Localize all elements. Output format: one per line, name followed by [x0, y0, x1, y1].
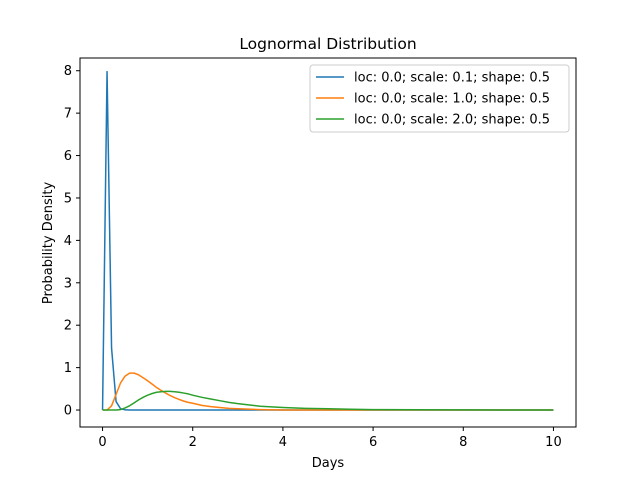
- plot-lines: [101, 70, 554, 411]
- y-tick-label: 6: [64, 149, 72, 164]
- y-tick-label: 3: [64, 276, 72, 291]
- y-axis-label: Probability Density: [41, 182, 56, 305]
- legend-label-3: loc: 0.0; scale: 2.0; shape: 0.5: [354, 113, 550, 128]
- series-line-3: [102, 390, 554, 411]
- x-axis-ticks: 0 2 4 6 8 10: [98, 427, 562, 450]
- x-tick-label: 0: [98, 435, 106, 450]
- y-tick-label: 5: [64, 191, 72, 206]
- legend-box: [309, 64, 570, 133]
- x-tick-label: 2: [189, 435, 197, 450]
- y-tick-label: 2: [64, 319, 72, 334]
- plot-frame: [79, 57, 577, 428]
- x-axis-label: Days: [312, 456, 345, 471]
- x-tick-label: 8: [459, 435, 467, 450]
- x-tick-label: 10: [545, 435, 562, 450]
- x-tick-label: 6: [369, 435, 377, 450]
- legend: loc: 0.0; scale: 0.1; shape: 0.5 loc: 0.0…: [309, 64, 570, 133]
- y-tick-label: 7: [64, 107, 72, 122]
- legend-label-1: loc: 0.0; scale: 0.1; shape: 0.5: [354, 71, 550, 86]
- y-tick-label: 4: [64, 234, 72, 249]
- x-tick-label: 4: [279, 435, 287, 450]
- y-tick-label: 0: [64, 404, 72, 419]
- y-axis-ticks: 0 1 2 3 4 5 6 7 8: [64, 64, 80, 419]
- legend-label-2: loc: 0.0; scale: 1.0; shape: 0.5: [354, 92, 550, 107]
- series-line-2: [102, 372, 554, 411]
- y-tick-label: 1: [64, 361, 72, 376]
- chart-title: Lognormal Distribution: [239, 35, 416, 53]
- y-tick-label: 8: [64, 64, 72, 79]
